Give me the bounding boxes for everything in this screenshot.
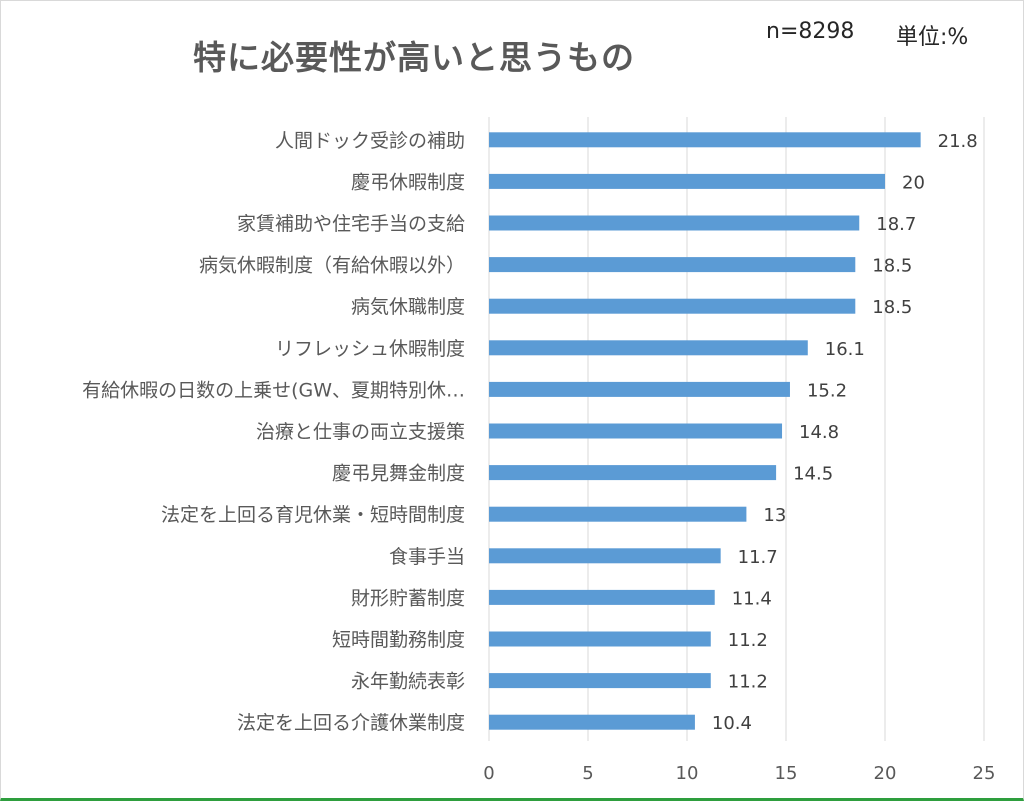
category-label: 永年勤続表彰	[351, 671, 465, 693]
category-label: リフレッシュ休暇制度	[275, 338, 465, 360]
category-label: 慶弔休暇制度	[351, 171, 465, 193]
category-label: 有給休暇の日数の上乗せ(GW、夏期特別休…	[82, 379, 465, 401]
bar	[489, 631, 711, 647]
bar	[489, 548, 721, 564]
data-label: 21.8	[938, 131, 978, 152]
category-label: 治療と仕事の両立支援策	[256, 421, 465, 443]
data-label: 14.5	[793, 464, 833, 485]
category-label: 慶弔見舞金制度	[332, 463, 465, 485]
bar	[489, 714, 695, 730]
category-label: 法定を上回る介護休業制度	[237, 712, 465, 734]
bar	[489, 381, 790, 397]
data-label: 20	[902, 172, 925, 193]
category-label: 病気休職制度	[351, 296, 465, 318]
data-label: 11.2	[728, 630, 768, 651]
category-label: 財形貯蓄制度	[351, 587, 465, 609]
data-label: 18.5	[872, 297, 912, 318]
x-tick-label: 10	[676, 763, 699, 784]
chart-title: 特に必要性が高いと思うもの	[193, 38, 635, 77]
sample-size-label: n=8298	[766, 19, 855, 44]
data-label: 18.5	[872, 256, 912, 277]
bar	[489, 173, 885, 189]
category-label: 病気休暇制度（有給休暇以外）	[199, 255, 465, 277]
x-tick-label: 5	[582, 763, 593, 784]
data-label: 11.4	[732, 588, 772, 609]
category-label: 家賃補助や住宅手当の支給	[237, 213, 465, 235]
x-tick-label: 25	[973, 763, 996, 784]
category-label: 法定を上回る育児休業・短時間制度	[161, 504, 465, 526]
data-label: 13	[763, 505, 786, 526]
bar	[489, 506, 747, 522]
category-label: 短時間勤務制度	[332, 629, 465, 651]
category-label: 食事手当	[389, 546, 465, 568]
bar	[489, 673, 711, 689]
category-label: 人間ドック受診の補助	[275, 130, 465, 152]
data-label: 14.8	[799, 422, 839, 443]
unit-label: 単位:%	[896, 25, 969, 50]
x-tick-label: 20	[874, 763, 897, 784]
data-label: 10.4	[712, 713, 752, 734]
x-tick-label: 15	[775, 763, 798, 784]
data-label: 11.7	[738, 547, 778, 568]
bar	[489, 132, 921, 148]
bar	[489, 215, 860, 231]
bar	[489, 589, 715, 605]
bar	[489, 298, 856, 314]
data-label: 18.7	[876, 214, 916, 235]
bar	[489, 465, 777, 481]
bar	[489, 257, 856, 273]
data-label: 15.2	[807, 380, 847, 401]
bar	[489, 340, 808, 356]
data-label: 11.2	[728, 672, 768, 693]
x-tick-label: 0	[483, 763, 494, 784]
bar	[489, 423, 783, 439]
data-label: 16.1	[825, 339, 865, 360]
